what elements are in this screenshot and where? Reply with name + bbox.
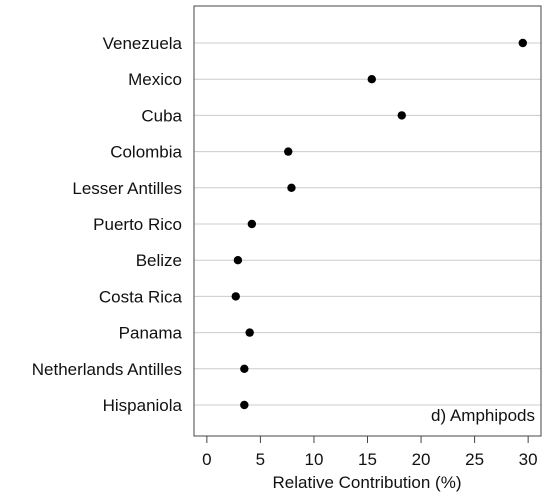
x-tick-label: 0 <box>202 450 211 469</box>
data-point <box>240 364 249 373</box>
category-labels: Venezuela Mexico Cuba Colombia Lesser Antill… <box>32 34 183 415</box>
data-point <box>247 219 257 229</box>
x-tick-label: 30 <box>519 450 538 469</box>
category-label: Venezuela <box>103 34 183 53</box>
category-label: Mexico <box>128 70 182 89</box>
data-point <box>518 38 527 48</box>
x-tick-label: 20 <box>412 450 431 469</box>
data-point <box>287 183 296 192</box>
category-label: Cuba <box>141 106 182 125</box>
data-point <box>284 147 293 156</box>
x-tick-label: 15 <box>358 450 377 469</box>
data-points <box>231 38 527 410</box>
category-label: Puerto Rico <box>93 215 182 234</box>
data-point <box>397 111 406 120</box>
category-label: Colombia <box>110 143 182 162</box>
x-axis-ticks: 0 5 10 15 20 25 30 <box>202 436 538 469</box>
x-tick-label: 5 <box>256 450 265 469</box>
category-label: Hispaniola <box>103 396 183 415</box>
data-point <box>367 75 376 84</box>
category-label: Belize <box>136 251 182 270</box>
x-axis-title: Relative Contribution (%) <box>273 473 462 492</box>
category-label: Costa Rica <box>99 287 183 306</box>
data-point <box>240 400 249 410</box>
x-tick-label: 10 <box>304 450 323 469</box>
data-point <box>231 292 240 301</box>
grid-lines <box>194 42 541 406</box>
x-tick-label: 25 <box>465 450 484 469</box>
category-label: Netherlands Antilles <box>32 360 182 379</box>
category-label: Panama <box>119 324 183 343</box>
data-point <box>233 256 243 265</box>
data-point <box>245 328 254 337</box>
panel-label: d) Amphipods <box>431 406 535 425</box>
category-label: Lesser Antilles <box>72 179 182 198</box>
